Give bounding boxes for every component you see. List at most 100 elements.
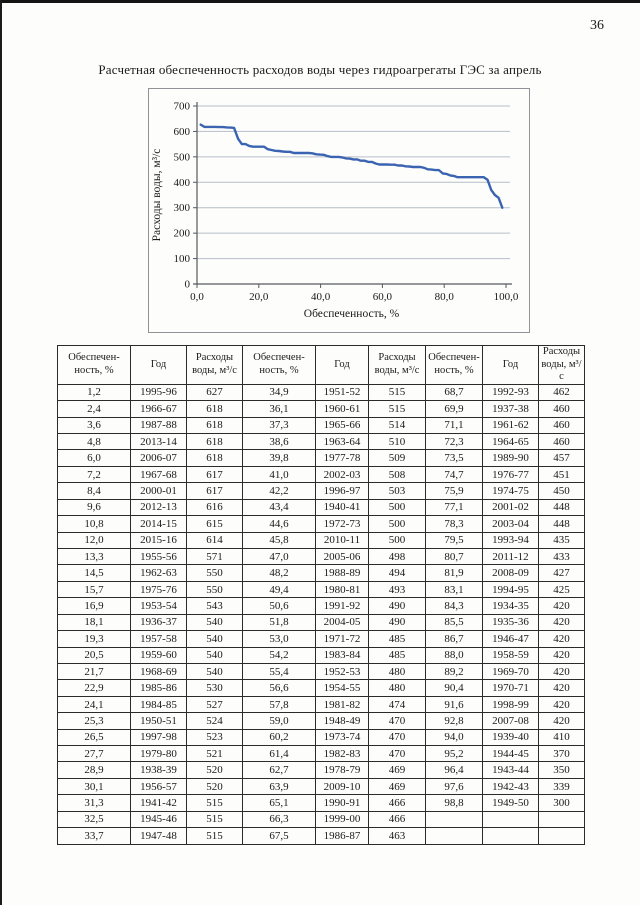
table-cell: 503: [368, 482, 426, 500]
table-cell: 47,0: [242, 547, 316, 566]
table-cell: 51,8: [242, 613, 316, 632]
table-row: 33,7 1947-48 515 67,5 1986-87 463: [57, 827, 585, 845]
table-cell: 1978-79: [315, 761, 369, 779]
table-cell: 2003-04: [482, 515, 539, 533]
table-cell: 2015-16: [130, 531, 187, 550]
table-cell: 1935-36: [482, 613, 539, 632]
table-cell: 31,3: [57, 794, 131, 812]
table-cell: 1983-84: [315, 646, 369, 664]
table-cell: 2014-15: [130, 515, 187, 533]
table-row: 26,5 1997-98 523 60,2 1973-74 470 94,0 1939-40 4…: [57, 728, 585, 747]
table-cell: 12,0: [57, 531, 131, 550]
table-row: 16,9 1953-54 543 50,6 1991-92 490 84,3 1934-35 4…: [57, 597, 585, 615]
table-row: 30,1 1956-57 520 63,9 2009-10 469 97,6 1942-43 3…: [57, 777, 585, 796]
table-cell: 24,1: [57, 695, 131, 714]
table-row: 28,9 1938-39 520 62,7 1978-79 469 96,4 1943-44 3…: [57, 761, 585, 779]
table-cell: 514: [368, 416, 426, 435]
table-cell: 1943-44: [482, 761, 539, 779]
table-cell: 1946-47: [482, 630, 539, 648]
table-cell: 1942-43: [482, 777, 539, 796]
table-cell: 1937-38: [482, 400, 539, 418]
table-cell: 470: [368, 728, 426, 747]
discharge-duration-curve: [199, 123, 504, 209]
table-cell: 500: [368, 531, 426, 550]
table-cell: 1938-39: [130, 761, 187, 779]
table-cell: 448: [538, 498, 585, 517]
table-cell: 616: [186, 498, 243, 517]
table-cell: 420: [538, 613, 585, 632]
table-cell: 627: [186, 383, 243, 402]
table-cell: 1950-51: [130, 712, 187, 730]
table-cell: 485: [368, 630, 426, 648]
x-tick-label: 60,0: [373, 291, 393, 303]
table-cell: 2000-01: [130, 482, 187, 500]
table-cell: 1989-90: [482, 449, 539, 467]
table-cell: 1948-49: [315, 712, 369, 730]
table-cell: 1987-88: [130, 416, 187, 435]
table-cell: 540: [186, 630, 243, 648]
table-cell: 469: [368, 777, 426, 796]
table-cell: 1977-78: [315, 449, 369, 467]
table-cell: 300: [538, 794, 585, 812]
table-cell: 42,2: [242, 482, 316, 500]
table-cell: 26,5: [57, 728, 131, 747]
table-cell: 44,6: [242, 515, 316, 533]
table-cell: 457: [538, 449, 585, 467]
table-row: 32,5 1945-46 515 66,3 1999-00 466: [57, 810, 585, 829]
table-cell: 84,3: [425, 597, 483, 615]
table-row: 1,2 1995-96 627 34,9 1951-52 515 68,7 1992-93 46…: [57, 383, 585, 402]
table-cell: 460: [538, 433, 585, 451]
table-cell: 1976-77: [482, 465, 539, 484]
table-cell: 19,3: [57, 630, 131, 648]
table-cell: 420: [538, 662, 585, 681]
table-cell: 69,9: [425, 400, 483, 418]
table-cell: 1964-65: [482, 433, 539, 451]
table-cell: 451: [538, 465, 585, 484]
table-cell: 1936-37: [130, 613, 187, 632]
table-cell: 515: [368, 383, 426, 402]
table-cell: 1984-85: [130, 695, 187, 714]
table-cell: 36,1: [242, 400, 316, 418]
table-cell: 30,1: [57, 777, 131, 796]
table-cell: 15,7: [57, 580, 131, 599]
table-cell: [538, 827, 585, 845]
table-cell: 2005-06: [315, 547, 369, 566]
table-cell: 1996-97: [315, 482, 369, 500]
table-cell: 1971-72: [315, 630, 369, 648]
table-row: 10,8 2014-15 615 44,6 1972-73 500 78,3 2003-04 4…: [57, 515, 585, 533]
table-cell: 420: [538, 712, 585, 730]
table-cell: 498: [368, 547, 426, 566]
table-cell: 448: [538, 515, 585, 533]
table-cell: 72,3: [425, 433, 483, 451]
table-cell: 41,0: [242, 465, 316, 484]
table-cell: 54,2: [242, 646, 316, 664]
table-cell: 500: [368, 515, 426, 533]
data-table: Обеспечен- ность, % Год Расходы воды, м³/с…: [57, 345, 585, 845]
table-row: 9,6 2012-13 616 43,4 1940-41 500 77,1 2001-02 44…: [57, 498, 585, 517]
table-cell: 78,3: [425, 515, 483, 533]
table-cell: 515: [186, 794, 243, 812]
table-cell: 80,7: [425, 547, 483, 566]
table-cell: 1970-71: [482, 679, 539, 697]
table-cell: 88,0: [425, 646, 483, 664]
table-cell: 66,3: [242, 810, 316, 829]
table-cell: 1953-54: [130, 597, 187, 615]
table-cell: [482, 810, 539, 829]
table-cell: 39,8: [242, 449, 316, 467]
table-row: 3,6 1987-88 618 37,3 1965-66 514 71,1 1961-62 46…: [57, 416, 585, 435]
table-cell: 20,5: [57, 646, 131, 664]
table-cell: 45,8: [242, 531, 316, 550]
table-cell: 71,1: [425, 416, 483, 435]
table-cell: 462: [538, 383, 585, 402]
table-cell: 493: [368, 580, 426, 599]
table-row: 6,0 2006-07 618 39,8 1977-78 509 73,5 1989-90 45…: [57, 449, 585, 467]
table-cell: 615: [186, 515, 243, 533]
table-cell: 81,9: [425, 564, 483, 582]
flow-duration-chart: 0 100 200 300 400 500 600 700 0,0 20,0 40,0 60,0 80,…: [148, 88, 530, 333]
y-tick-label: 400: [174, 177, 191, 189]
table-cell: 2012-13: [130, 498, 187, 517]
table-cell: 420: [538, 646, 585, 664]
y-tick-label: 500: [174, 151, 191, 163]
table-cell: 614: [186, 531, 243, 550]
table-cell: 515: [186, 827, 243, 845]
